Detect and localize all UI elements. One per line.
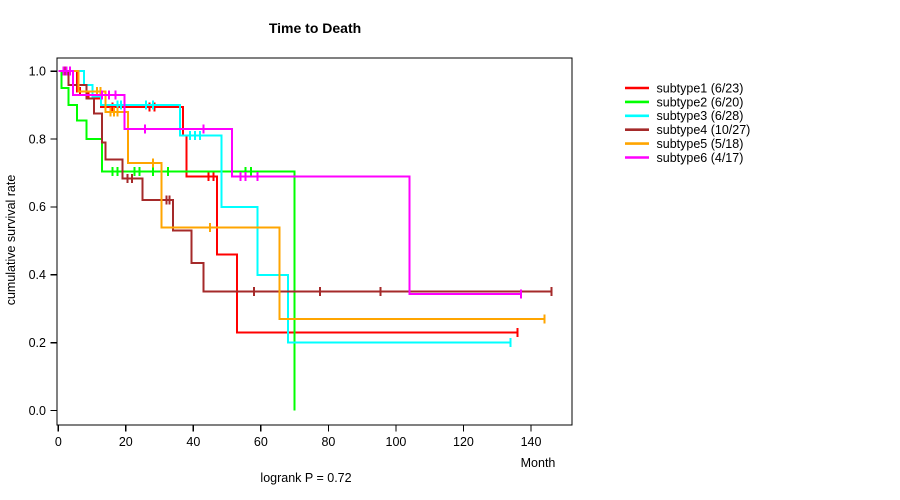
logrank-annotation: logrank P = 0.72 xyxy=(260,471,351,485)
survival-curve-3 xyxy=(58,70,512,348)
y-tick-label: 1.0 xyxy=(29,65,46,79)
survival-curve-6 xyxy=(58,66,522,299)
y-tick-label: 0.4 xyxy=(29,268,46,282)
legend-item: subtype1 (6/23) xyxy=(625,81,743,95)
survival-curves xyxy=(58,66,553,411)
x-tick-label: 120 xyxy=(453,435,474,449)
y-tick-label: 0.0 xyxy=(29,404,46,418)
x-tick-label: 80 xyxy=(321,435,335,449)
x-tick-label: 0 xyxy=(55,435,62,449)
y-tick-label: 0.2 xyxy=(29,336,46,350)
x-tick-label: 100 xyxy=(386,435,407,449)
y-tick-label: 0.8 xyxy=(29,132,46,146)
x-tick-label: 140 xyxy=(521,435,542,449)
legend-item-label: subtype2 (6/20) xyxy=(657,95,744,109)
plot-title: Time to Death xyxy=(269,20,361,36)
x-axis: 0 20 40 60 80 100 120 140 xyxy=(55,425,542,449)
legend-item-label: subtype1 (6/23) xyxy=(657,81,744,95)
legend: subtype1 (6/23)subtype2 (6/20)subtype3 (… xyxy=(625,81,750,165)
legend-item-label: subtype6 (4/17) xyxy=(657,151,744,165)
x-tick-label: 40 xyxy=(186,435,200,449)
survival-curve-4 xyxy=(58,66,553,297)
plot-box xyxy=(56,57,573,426)
survival-curve-2 xyxy=(58,70,296,411)
legend-item-label: subtype3 (6/28) xyxy=(657,109,744,123)
legend-item-label: subtype5 (5/18) xyxy=(657,137,744,151)
legend-item: subtype4 (10/27) xyxy=(625,123,750,137)
km-step-line xyxy=(58,70,521,296)
legend-item-label: subtype4 (10/27) xyxy=(657,123,751,137)
survival-curve-5 xyxy=(58,70,546,324)
plot-frame xyxy=(56,57,573,426)
legend-item: subtype5 (5/18) xyxy=(625,137,743,151)
x-axis-title: Month xyxy=(521,456,556,470)
km-step-line xyxy=(58,70,296,411)
y-tick-label: 0.6 xyxy=(29,200,46,214)
y-axis: 0.0 0.2 0.4 0.6 0.8 1.0 xyxy=(29,65,57,418)
km-step-line xyxy=(58,70,511,344)
legend-item: subtype3 (6/28) xyxy=(625,109,743,123)
x-tick-label: 60 xyxy=(254,435,268,449)
km-step-line xyxy=(58,70,545,320)
legend-item: subtype6 (4/17) xyxy=(625,151,743,165)
legend-item: subtype2 (6/20) xyxy=(625,95,743,109)
x-tick-label: 20 xyxy=(119,435,133,449)
y-axis-title: cumulative survival rate xyxy=(4,175,18,306)
